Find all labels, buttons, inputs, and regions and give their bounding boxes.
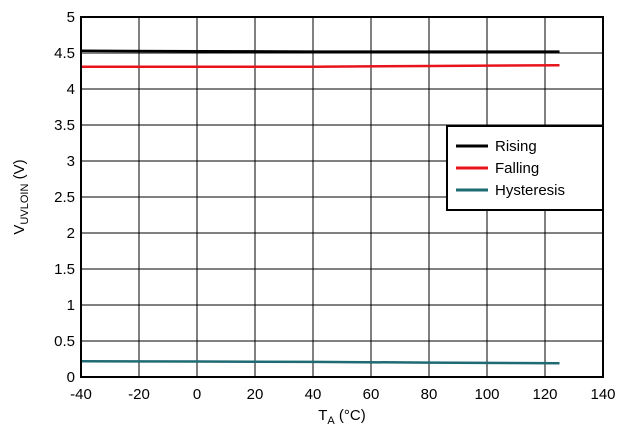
x-tick-label-1: -20 (128, 386, 150, 403)
y-tick-labels: 0 0.5 1 1.5 2 2.5 3 3.5 4 4.5 5 (54, 9, 75, 386)
x-axis-title-main: T (318, 407, 327, 424)
y-axis-title-unit: (V) (11, 159, 28, 183)
y-axis-title-main: V (11, 225, 28, 235)
x-tick-label-9: 140 (590, 386, 615, 403)
y-axis-title-sub: UVLOIN (19, 184, 31, 225)
y-tick-label-6: 3 (67, 153, 75, 170)
y-tick-label-7: 3.5 (54, 117, 75, 134)
y-tick-label-10: 5 (67, 9, 75, 26)
legend-label-falling: Falling (495, 160, 539, 177)
x-tick-label-7: 100 (474, 386, 499, 403)
legend-label-hysteresis: Hysteresis (495, 182, 565, 199)
x-tick-label-3: 20 (247, 386, 264, 403)
x-axis-title-unit: (°C) (335, 407, 366, 424)
legend-label-rising: Rising (495, 138, 537, 155)
x-axis-title-sub: A (327, 415, 335, 427)
y-tick-label-2: 1 (67, 297, 75, 314)
x-tick-label-2: 0 (193, 386, 201, 403)
series-line-falling (81, 63, 560, 68)
x-tick-label-6: 80 (421, 386, 438, 403)
y-axis-title: VUVLOIN (V) (11, 159, 31, 234)
x-tick-labels: -40 -20 0 20 40 60 80 100 120 140 (70, 386, 615, 403)
y-tick-label-8: 4 (67, 81, 75, 98)
series-line-hysteresis (80, 359, 560, 365)
x-tick-label-4: 40 (305, 386, 322, 403)
x-tick-label-8: 120 (532, 386, 557, 403)
y-tick-label-0: 0 (67, 369, 75, 386)
y-tick-label-1: 0.5 (54, 333, 75, 350)
series-layer (80, 49, 560, 365)
y-tick-label-9: 4.5 (54, 45, 75, 62)
x-tick-label-5: 60 (363, 386, 380, 403)
series-line-rising (80, 49, 560, 53)
legend: Rising Falling Hysteresis (446, 125, 604, 211)
x-axis-title: TA (°C) (318, 407, 366, 427)
y-tick-label-3: 1.5 (54, 261, 75, 278)
y-tick-label-4: 2 (67, 225, 75, 242)
x-tick-label-0: -40 (70, 386, 92, 403)
y-tick-label-5: 2.5 (54, 189, 75, 206)
